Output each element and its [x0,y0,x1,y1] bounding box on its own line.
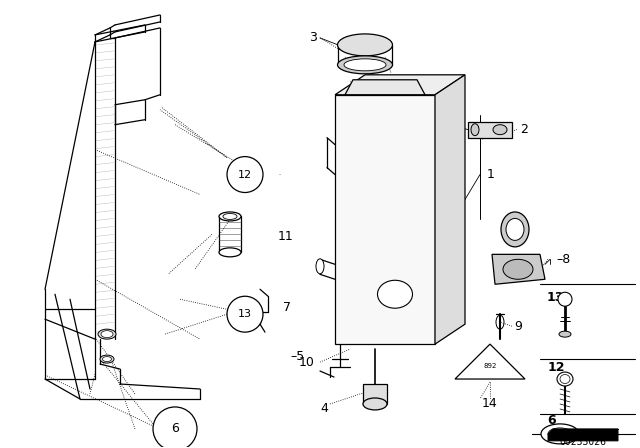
Ellipse shape [548,428,572,440]
Circle shape [227,296,263,332]
Text: 00233026: 00233026 [559,437,607,447]
Polygon shape [363,384,387,404]
Text: 14: 14 [482,397,498,410]
Text: –8: –8 [556,253,570,266]
Text: 12: 12 [548,361,566,374]
Text: 11: 11 [278,230,294,243]
Polygon shape [335,95,435,344]
Text: 892: 892 [483,363,497,369]
Ellipse shape [337,56,392,74]
Text: 13: 13 [238,309,252,319]
Ellipse shape [558,292,572,306]
Text: 7: 7 [283,301,291,314]
Polygon shape [345,80,425,95]
Text: 13: 13 [547,291,564,304]
Ellipse shape [471,124,479,136]
Polygon shape [335,75,465,95]
Text: 4: 4 [320,402,328,415]
Polygon shape [492,254,545,284]
Ellipse shape [501,212,529,247]
Ellipse shape [102,357,111,362]
Ellipse shape [219,212,241,221]
Text: 9: 9 [514,320,522,333]
Ellipse shape [101,331,113,338]
Ellipse shape [223,213,237,220]
Ellipse shape [378,280,413,308]
Circle shape [153,407,197,448]
Ellipse shape [337,34,392,56]
Ellipse shape [100,355,114,363]
Text: 1: 1 [487,168,495,181]
Text: –5: –5 [290,349,304,362]
Ellipse shape [98,329,116,339]
Ellipse shape [559,331,571,337]
Text: 6: 6 [547,414,556,427]
Ellipse shape [503,259,533,279]
Text: 12: 12 [238,169,252,180]
Ellipse shape [493,125,507,135]
Text: 6: 6 [171,422,179,435]
Text: 12: 12 [279,174,281,175]
Ellipse shape [363,398,387,410]
Ellipse shape [541,424,579,444]
Polygon shape [435,75,465,344]
Ellipse shape [219,248,241,257]
Text: 3: 3 [309,31,317,44]
Polygon shape [548,429,618,441]
Ellipse shape [506,219,524,241]
Text: 2: 2 [520,123,528,136]
Ellipse shape [316,259,324,274]
Ellipse shape [557,372,573,386]
Circle shape [227,157,263,193]
Text: 10: 10 [299,356,315,369]
Polygon shape [468,122,512,138]
Ellipse shape [344,59,386,71]
